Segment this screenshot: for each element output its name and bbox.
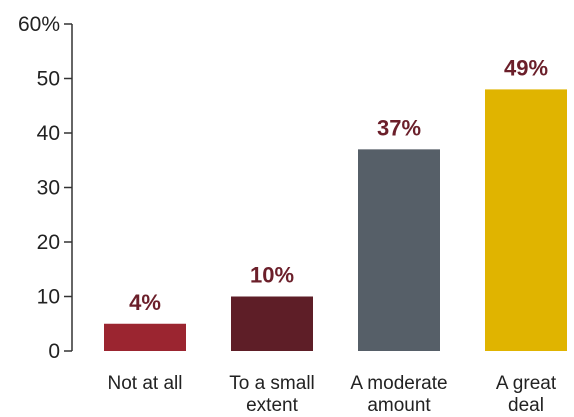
bar [485, 89, 567, 352]
y-axis: 0 10 20 30 40 50 60% [18, 13, 73, 363]
y-tick-label: 10 [37, 286, 60, 309]
y-tick-label: 0 [48, 340, 60, 363]
y-tick-label: 50 [37, 68, 60, 91]
bars [104, 89, 567, 352]
bar-value-label: 4% [129, 290, 161, 315]
bar-value-label: 10% [250, 263, 294, 288]
bar [358, 149, 440, 351]
bar [104, 323, 186, 351]
bar-value-label: 37% [377, 115, 421, 140]
category-labels: Not at all To a small extent A moderate amou… [108, 373, 557, 416]
y-tick-label: 60% [18, 13, 60, 36]
category-label: Not at all [108, 373, 183, 394]
category-label: A moderate amount [350, 373, 447, 416]
category-label: A great deal [496, 373, 557, 416]
y-tick-label: 20 [37, 231, 60, 254]
y-tick-label: 30 [37, 177, 60, 200]
bar-value-label: 49% [504, 55, 548, 80]
y-tick-label: 40 [37, 122, 60, 145]
bar [231, 296, 313, 351]
data-labels: 4% 10% 37% 49% [129, 55, 548, 314]
category-label: To a small extent [229, 373, 315, 416]
